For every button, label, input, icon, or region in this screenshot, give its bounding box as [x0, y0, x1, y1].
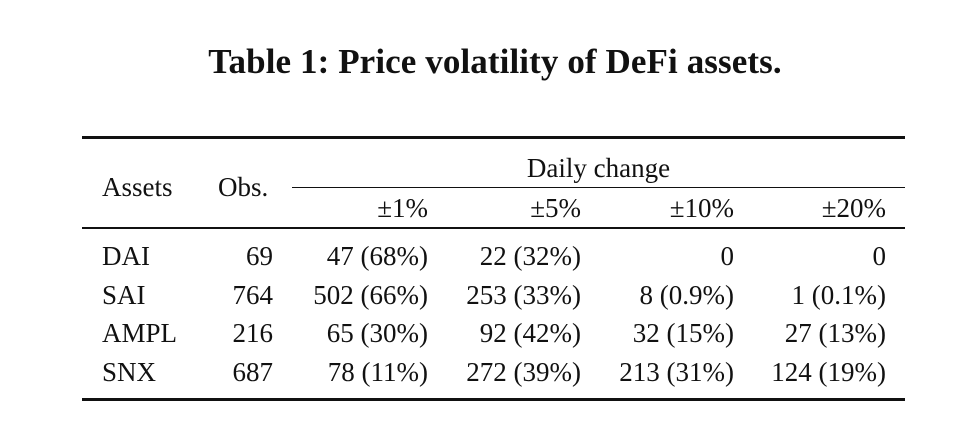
- cell-pct-20: 0: [872, 241, 887, 271]
- cell-pct-1: 502 (66%): [313, 280, 428, 310]
- cell-pct-10: 32 (15%): [632, 318, 734, 348]
- cell-pct-1: 78 (11%): [327, 357, 428, 387]
- cell-pct-5: 253 (33%): [466, 280, 581, 310]
- bottom-rule: [82, 398, 905, 401]
- cell-pct-20: 1 (0.1%): [791, 280, 886, 310]
- header-daily-change: Daily change: [526, 153, 671, 183]
- header-obs: Obs.: [218, 172, 269, 202]
- cell-obs: 69: [246, 241, 273, 271]
- cell-pct-5: 22 (32%): [479, 241, 581, 271]
- cell-obs: 764: [232, 280, 274, 310]
- cell-asset: SNX: [102, 357, 157, 387]
- cell-pct-10: 213 (31%): [619, 357, 734, 387]
- cell-obs: 687: [232, 357, 274, 387]
- cell-asset: DAI: [102, 241, 150, 271]
- table-caption: Table 1: Price volatility of DeFi assets…: [208, 42, 782, 81]
- cell-pct-5: 92 (42%): [479, 318, 581, 348]
- cell-asset: SAI: [102, 280, 146, 310]
- cell-pct-20: 124 (19%): [771, 357, 886, 387]
- cell-pct-1: 47 (68%): [326, 241, 428, 271]
- top-rule: [82, 136, 905, 139]
- header-rule: [82, 227, 905, 229]
- cell-pct-5: 272 (39%): [466, 357, 581, 387]
- header-assets: Assets: [102, 172, 173, 202]
- header-pct-20: ±20%: [821, 193, 886, 223]
- header-pct-1: ±1%: [377, 193, 428, 223]
- cell-obs: 216: [232, 318, 274, 348]
- cell-asset: AMPL: [102, 318, 178, 348]
- cell-pct-10: 0: [720, 241, 735, 271]
- group-rule: [292, 187, 905, 188]
- cell-pct-20: 27 (13%): [784, 318, 886, 348]
- header-pct-10: ±10%: [669, 193, 734, 223]
- cell-pct-10: 8 (0.9%): [639, 280, 734, 310]
- header-pct-5: ±5%: [530, 193, 581, 223]
- cell-pct-1: 65 (30%): [326, 318, 428, 348]
